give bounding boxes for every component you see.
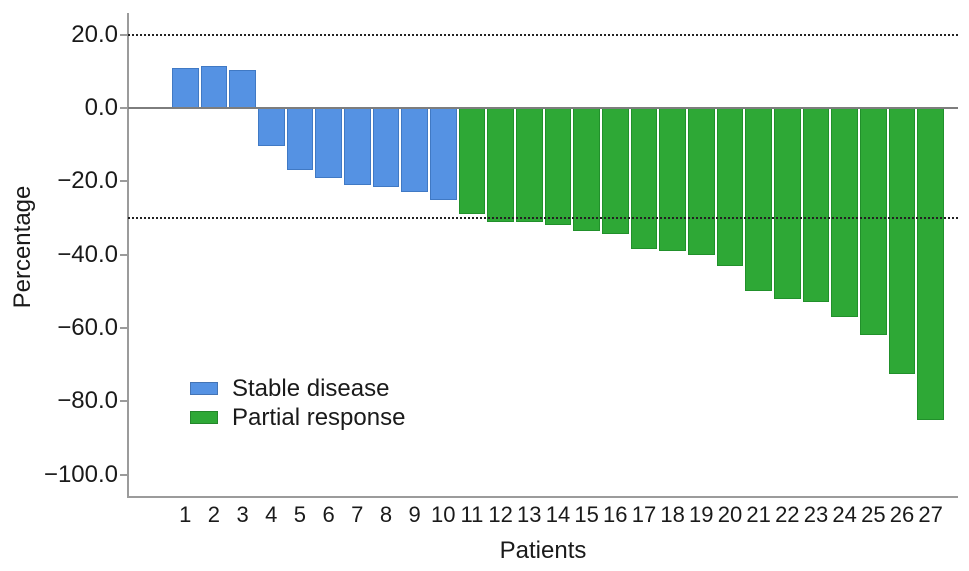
x-tick-label: 18 [660, 502, 685, 527]
bar [200, 65, 228, 108]
x-tick-label: 12 [488, 502, 513, 527]
x-tick-label: 13 [517, 502, 542, 527]
x-tick-label: 15 [574, 502, 599, 527]
bar [172, 67, 199, 108]
reference-line-upper [128, 33, 958, 36]
x-tick-label: 7 [351, 502, 364, 527]
x-tick-label: 5 [293, 502, 307, 527]
bar [745, 108, 772, 292]
bar [716, 108, 744, 266]
y-axis-tick [120, 326, 127, 329]
y-axis-tick [120, 400, 127, 403]
bar [315, 108, 342, 178]
bar [888, 108, 916, 374]
y-tick-label: −60.0 [57, 313, 118, 341]
bar [286, 108, 314, 171]
x-tick-label: 20 [717, 502, 743, 527]
x-tick-label: 16 [603, 502, 628, 527]
x-tick-label: 2 [207, 502, 221, 527]
bar [544, 108, 572, 226]
bar [401, 108, 428, 193]
y-tick-label: −80.0 [57, 387, 118, 415]
y-tick-label: −100.0 [43, 460, 118, 488]
x-tick-label: 14 [545, 502, 571, 527]
y-tick-label: −20.0 [57, 167, 118, 195]
x-tick-label: 6 [322, 502, 335, 527]
y-axis-tick [120, 180, 127, 183]
x-tick-label: 23 [803, 502, 829, 527]
x-tick-label: 9 [408, 502, 421, 527]
y-tick-label: −40.0 [57, 240, 118, 268]
bar [573, 108, 600, 231]
x-tick-label: 1 [179, 502, 192, 527]
y-tick-label: 20.0 [71, 20, 118, 48]
bar [688, 108, 715, 255]
x-axis-line [127, 496, 958, 498]
x-tick-label: 24 [832, 502, 857, 527]
bar [487, 108, 514, 222]
y-tick-label: 0.0 [84, 94, 118, 121]
bar [258, 108, 285, 147]
legend-swatch-stable-disease-icon [190, 382, 218, 395]
bar [458, 108, 486, 215]
legend-item-partial-response: Partial response [190, 403, 405, 432]
bar [917, 108, 944, 420]
x-tick-label: 27 [918, 502, 943, 527]
x-tick-label: 3 [236, 502, 249, 527]
x-tick-label: 8 [379, 502, 393, 527]
y-axis-tick [120, 107, 127, 109]
x-tick-label: 21 [746, 502, 771, 527]
bar [602, 108, 629, 235]
x-tick-label: 26 [889, 502, 915, 527]
legend: Stable disease Partial response [190, 374, 405, 432]
y-axis-tick [120, 253, 127, 256]
bar [344, 108, 371, 185]
bar [372, 108, 400, 187]
bar [229, 69, 256, 108]
zero-baseline [128, 107, 958, 109]
legend-item-stable-disease: Stable disease [190, 374, 405, 403]
x-tick-label: 22 [775, 502, 800, 527]
legend-label-partial-response: Partial response [232, 403, 406, 431]
bar [860, 108, 887, 336]
bar [430, 108, 457, 200]
x-axis-title: Patients [499, 537, 587, 564]
bar [802, 108, 830, 303]
x-tick-label: 11 [460, 502, 484, 527]
bar [516, 108, 543, 222]
x-tick-label: 10 [431, 502, 456, 527]
y-axis-tick [120, 33, 127, 36]
x-tick-label: 4 [265, 502, 278, 527]
bar [831, 108, 858, 317]
legend-swatch-partial-response-icon [190, 411, 218, 424]
bar [659, 108, 686, 251]
x-tick-label: 17 [631, 502, 657, 527]
reference-line-lower [128, 216, 958, 219]
y-axis-tick [120, 473, 127, 476]
y-axis-line [127, 13, 129, 498]
x-tick-label: 25 [861, 502, 886, 527]
legend-label-stable-disease: Stable disease [232, 374, 390, 402]
x-tick-label: 19 [689, 502, 714, 527]
bar [630, 108, 658, 250]
bar [774, 108, 801, 299]
